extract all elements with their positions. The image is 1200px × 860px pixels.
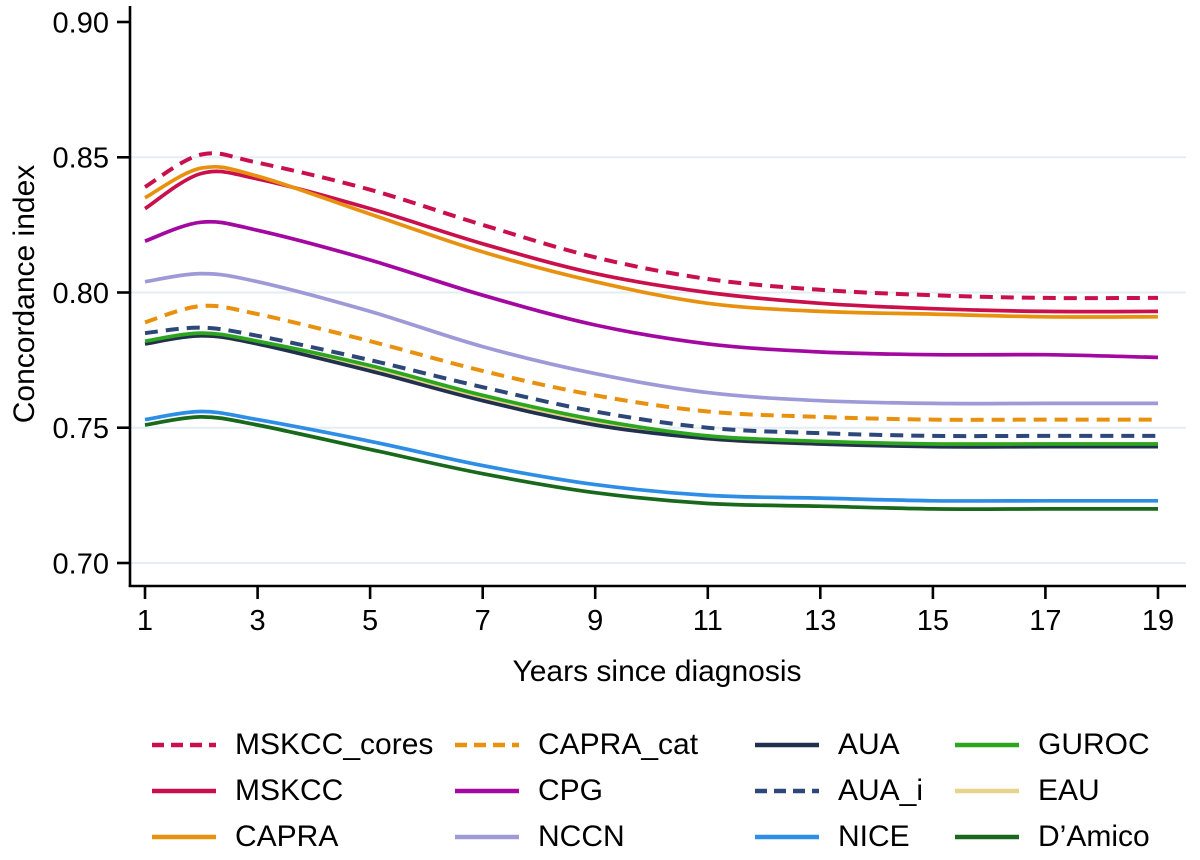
legend-item: GUROC	[953, 722, 1193, 768]
series-line-AUA	[144, 333, 1158, 449]
legend-label: MSKCC	[235, 774, 344, 807]
line-chart-plot: 0.900.850.800.750.70 1 3 5 7 9 11 13 15 17 19 Yea…	[8, 6, 1186, 688]
x-tick-label: 11	[693, 605, 723, 637]
legend-label: GUROC	[1038, 728, 1150, 761]
legend-item: D’Amico	[953, 814, 1193, 860]
series-lines	[143, 151, 1159, 511]
series-line-MSKCC	[143, 169, 1159, 314]
legend-label: AUA	[838, 728, 900, 761]
y-tick-label: 0.90	[53, 7, 109, 39]
legend-item: NICE	[753, 814, 953, 860]
legend-item: CAPRA_cat	[453, 722, 753, 768]
x-tick-label: 1	[137, 605, 153, 637]
series-line-MSKCC_cores	[143, 151, 1159, 301]
x-axis-title: Years since diagnosis	[512, 655, 801, 688]
legend-line-swatch-icon	[755, 834, 819, 840]
y-axis-title: Concordance index	[8, 165, 41, 424]
legend-item: CAPRA	[150, 814, 453, 860]
x-tick-label: 19	[1142, 605, 1174, 637]
y-tick-label: 0.85	[53, 143, 109, 175]
legend-line-swatch-icon	[955, 788, 1019, 794]
legend-label: CAPRA_cat	[538, 728, 699, 761]
legend-column: CAPRA_cat CPG NCCN	[453, 722, 753, 860]
legend-label: NCCN	[538, 820, 625, 853]
legend-label: NICE	[838, 820, 910, 853]
legend-column: MSKCC_cores MSKCC CAPRA	[150, 722, 453, 860]
x-tick-label: 5	[362, 605, 378, 637]
legend-line-swatch-icon	[955, 834, 1019, 840]
legend-label: CAPRA	[235, 820, 339, 853]
legend-item: AUA_i	[753, 768, 953, 814]
legend-line-swatch-icon	[755, 742, 819, 748]
x-tick-label: 7	[475, 605, 491, 637]
x-tick-label: 3	[250, 605, 266, 637]
legend-item: EAU	[953, 768, 1193, 814]
legend-label: AUA_i	[838, 774, 924, 807]
x-tick-label: 9	[587, 605, 603, 637]
y-axis-ticks: 0.90 0.85 0.80 0.75 0.70	[53, 7, 130, 580]
legend-line-swatch-icon	[955, 742, 1019, 748]
legend-item: MSKCC	[150, 768, 453, 814]
x-tick-label: 15	[917, 605, 949, 637]
series-line-NICE	[144, 409, 1158, 503]
series-line-AUA_i	[144, 325, 1158, 439]
legend-label: CPG	[538, 774, 604, 807]
y-tick-label: 0.70	[53, 548, 109, 580]
y-tick-label: 0.80	[53, 278, 109, 310]
legend-line-swatch-icon	[455, 742, 519, 748]
legend-line-swatch-icon	[755, 788, 819, 794]
legend-column: AUA AUA_i NICE	[753, 722, 953, 860]
legend-line-swatch-icon	[152, 834, 216, 840]
legend-item: MSKCC_cores	[150, 722, 453, 768]
legend-line-swatch-icon	[455, 788, 519, 794]
series-line-GUROC	[144, 331, 1158, 447]
legend-line-swatch-icon	[455, 834, 519, 840]
series-line-D-Amico	[144, 415, 1158, 511]
legend-line-swatch-icon	[152, 742, 216, 748]
chart-legend: MSKCC_cores MSKCC CAPRA CAPRA_cat CPG NCCN AUA…	[150, 722, 1193, 860]
legend-item: CPG	[453, 768, 753, 814]
legend-label: MSKCC_cores	[235, 728, 434, 761]
y-tick-label: 0.75	[53, 413, 109, 445]
legend-item: NCCN	[453, 814, 753, 860]
legend-label: D’Amico	[1038, 820, 1150, 853]
series-line-NCCN	[144, 271, 1158, 406]
legend-column: GUROC EAU D’Amico	[953, 722, 1193, 860]
series-line-CPG	[144, 219, 1159, 360]
series-line-CAPRA_cat	[144, 303, 1158, 422]
x-axis-ticks: 1 3 5 7 9 11 13 15 17 19	[137, 586, 1174, 637]
series-line-CAPRA	[144, 164, 1159, 319]
legend-item: AUA	[753, 722, 953, 768]
legend-label: EAU	[1038, 774, 1100, 807]
x-tick-label: 17	[1029, 605, 1061, 637]
x-tick-label: 13	[804, 605, 836, 637]
legend-line-swatch-icon	[152, 788, 216, 794]
